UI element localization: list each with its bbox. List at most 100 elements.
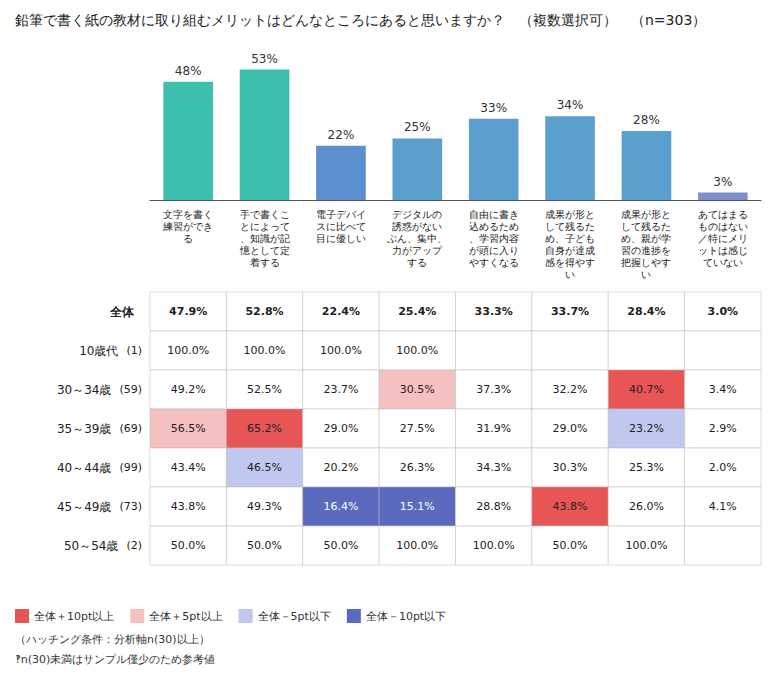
svg-text:着する: 着する	[250, 257, 280, 268]
svg-text:35～39歳: 35～39歳	[57, 422, 112, 436]
svg-text:25.3%: 25.3%	[629, 461, 664, 474]
svg-text:する: する	[407, 257, 427, 268]
svg-text:習の進捗を: 習の進捗を	[621, 245, 671, 256]
svg-text:憶として定: 憶として定	[239, 245, 290, 256]
svg-text:全体＋10pt以上: 全体＋10pt以上	[34, 610, 114, 623]
svg-text:16.4%: 16.4%	[323, 500, 358, 513]
svg-text:50～54歳: 50～54歳	[64, 539, 119, 553]
svg-text:23.2%: 23.2%	[629, 422, 664, 435]
svg-text:め、子ども: め、子ども	[545, 233, 595, 244]
svg-text:100.0%: 100.0%	[473, 539, 515, 552]
svg-text:3.0%: 3.0%	[708, 305, 739, 318]
svg-text:45～49歳: 45～49歳	[57, 500, 112, 514]
svg-text:3%: 3%	[713, 175, 732, 189]
svg-text:全体: 全体	[109, 305, 135, 319]
svg-text:50.0%: 50.0%	[553, 539, 588, 552]
svg-text:29.0%: 29.0%	[553, 422, 588, 435]
svg-text:30.5%: 30.5%	[400, 383, 435, 396]
svg-text:‽n(30)未満はサンプル僅少のため参考値: ‽n(30)未満はサンプル僅少のため参考値	[15, 653, 215, 666]
svg-text:43.8%: 43.8%	[171, 500, 206, 513]
svg-text:、学習内容: 、学習内容	[469, 233, 519, 244]
svg-text:込めるため: 込めるため	[469, 221, 519, 232]
svg-text:28.8%: 28.8%	[476, 500, 511, 513]
svg-text:48%: 48%	[175, 64, 202, 78]
svg-text:32.2%: 32.2%	[553, 383, 588, 396]
svg-text:文字を書く: 文字を書く	[163, 209, 213, 220]
svg-text:49.3%: 49.3%	[247, 500, 282, 513]
svg-text:53%: 53%	[251, 52, 278, 66]
svg-text:2.0%: 2.0%	[709, 461, 737, 474]
svg-text:あてはまる: あてはまる	[698, 209, 748, 220]
svg-text:25%: 25%	[404, 120, 431, 134]
svg-text:50.0%: 50.0%	[171, 539, 206, 552]
svg-text:成果が形と: 成果が形と	[545, 209, 595, 220]
svg-text:28%: 28%	[633, 113, 660, 127]
svg-text:31.9%: 31.9%	[476, 422, 511, 435]
svg-text:100.0%: 100.0%	[320, 344, 362, 357]
svg-text:鉛筆で書く紙の教材に取り組むメリットはどんなところにあると思: 鉛筆で書く紙の教材に取り組むメリットはどんなところにあると思いますか？ （複数選…	[15, 12, 706, 28]
svg-text:成果が形と: 成果が形と	[621, 209, 671, 220]
svg-text:(59): (59)	[119, 383, 142, 396]
svg-text:る: る	[183, 233, 193, 244]
svg-text:56.5%: 56.5%	[171, 422, 206, 435]
svg-text:100.0%: 100.0%	[244, 344, 286, 357]
svg-text:して残るた: して残るた	[621, 221, 671, 232]
svg-text:、知識が記: 、知識が記	[240, 233, 290, 244]
svg-text:い: い	[565, 269, 575, 280]
svg-text:して残るた: して残るた	[545, 221, 595, 232]
svg-text:10歳代: 10歳代	[79, 344, 118, 358]
svg-text:／特にメリ: ／特にメリ	[698, 233, 748, 244]
svg-text:100.0%: 100.0%	[167, 344, 209, 357]
svg-text:め、親が学: め、親が学	[621, 233, 671, 244]
svg-text:ぶん、集中、: ぶん、集中、	[387, 233, 447, 244]
svg-text:(73): (73)	[119, 500, 142, 513]
svg-text:スに比べて: スに比べて	[316, 221, 366, 232]
svg-text:デジタルの: デジタルの	[392, 209, 442, 220]
svg-text:50.0%: 50.0%	[247, 539, 282, 552]
svg-text:い: い	[641, 269, 651, 280]
svg-text:33.7%: 33.7%	[551, 305, 589, 318]
svg-text:(99): (99)	[119, 461, 142, 474]
svg-text:15.1%: 15.1%	[400, 500, 435, 513]
svg-text:27.5%: 27.5%	[400, 422, 435, 435]
svg-text:とによって: とによって	[240, 221, 290, 232]
svg-text:33%: 33%	[480, 101, 507, 115]
svg-text:40～44歳: 40～44歳	[57, 461, 112, 475]
svg-text:26.3%: 26.3%	[400, 461, 435, 474]
svg-text:26.0%: 26.0%	[629, 500, 664, 513]
svg-text:43.4%: 43.4%	[171, 461, 206, 474]
svg-text:が頭に入り: が頭に入り	[469, 245, 519, 256]
svg-text:把握しやす: 把握しやす	[621, 257, 671, 268]
svg-text:50.0%: 50.0%	[323, 539, 358, 552]
svg-text:(2): (2)	[126, 539, 142, 552]
svg-text:（ハッチング条件：分析軸n(30)以上）: （ハッチング条件：分析軸n(30)以上）	[15, 633, 210, 646]
svg-text:30.3%: 30.3%	[553, 461, 588, 474]
svg-text:34.3%: 34.3%	[476, 461, 511, 474]
svg-text:40.7%: 40.7%	[629, 383, 664, 396]
svg-text:やすくなる: やすくなる	[469, 257, 519, 268]
svg-text:28.4%: 28.4%	[627, 305, 665, 318]
svg-text:100.0%: 100.0%	[396, 539, 438, 552]
svg-text:34%: 34%	[557, 98, 584, 112]
svg-text:46.5%: 46.5%	[247, 461, 282, 474]
svg-text:30～34歳: 30～34歳	[57, 383, 112, 397]
svg-text:2.9%: 2.9%	[709, 422, 737, 435]
svg-text:49.2%: 49.2%	[171, 383, 206, 396]
svg-text:ていない: ていない	[703, 257, 743, 268]
svg-text:52.5%: 52.5%	[247, 383, 282, 396]
svg-text:3.4%: 3.4%	[709, 383, 737, 396]
svg-text:誘惑がない: 誘惑がない	[392, 221, 442, 232]
svg-text:全体－10pt以下: 全体－10pt以下	[366, 610, 446, 623]
svg-text:37.3%: 37.3%	[476, 383, 511, 396]
svg-text:電子デバイ: 電子デバイ	[316, 209, 366, 220]
svg-text:43.8%: 43.8%	[553, 500, 588, 513]
svg-text:練習ができ: 練習ができ	[162, 221, 213, 232]
svg-text:感を得やす: 感を得やす	[545, 257, 595, 268]
svg-text:47.9%: 47.9%	[169, 305, 207, 318]
svg-text:ものはない: ものはない	[698, 221, 748, 232]
svg-text:自身が達成: 自身が達成	[545, 245, 595, 256]
svg-text:力がアップ: 力がアップ	[392, 245, 443, 256]
svg-text:52.8%: 52.8%	[245, 305, 283, 318]
svg-text:65.2%: 65.2%	[247, 422, 282, 435]
svg-text:(69): (69)	[119, 422, 142, 435]
